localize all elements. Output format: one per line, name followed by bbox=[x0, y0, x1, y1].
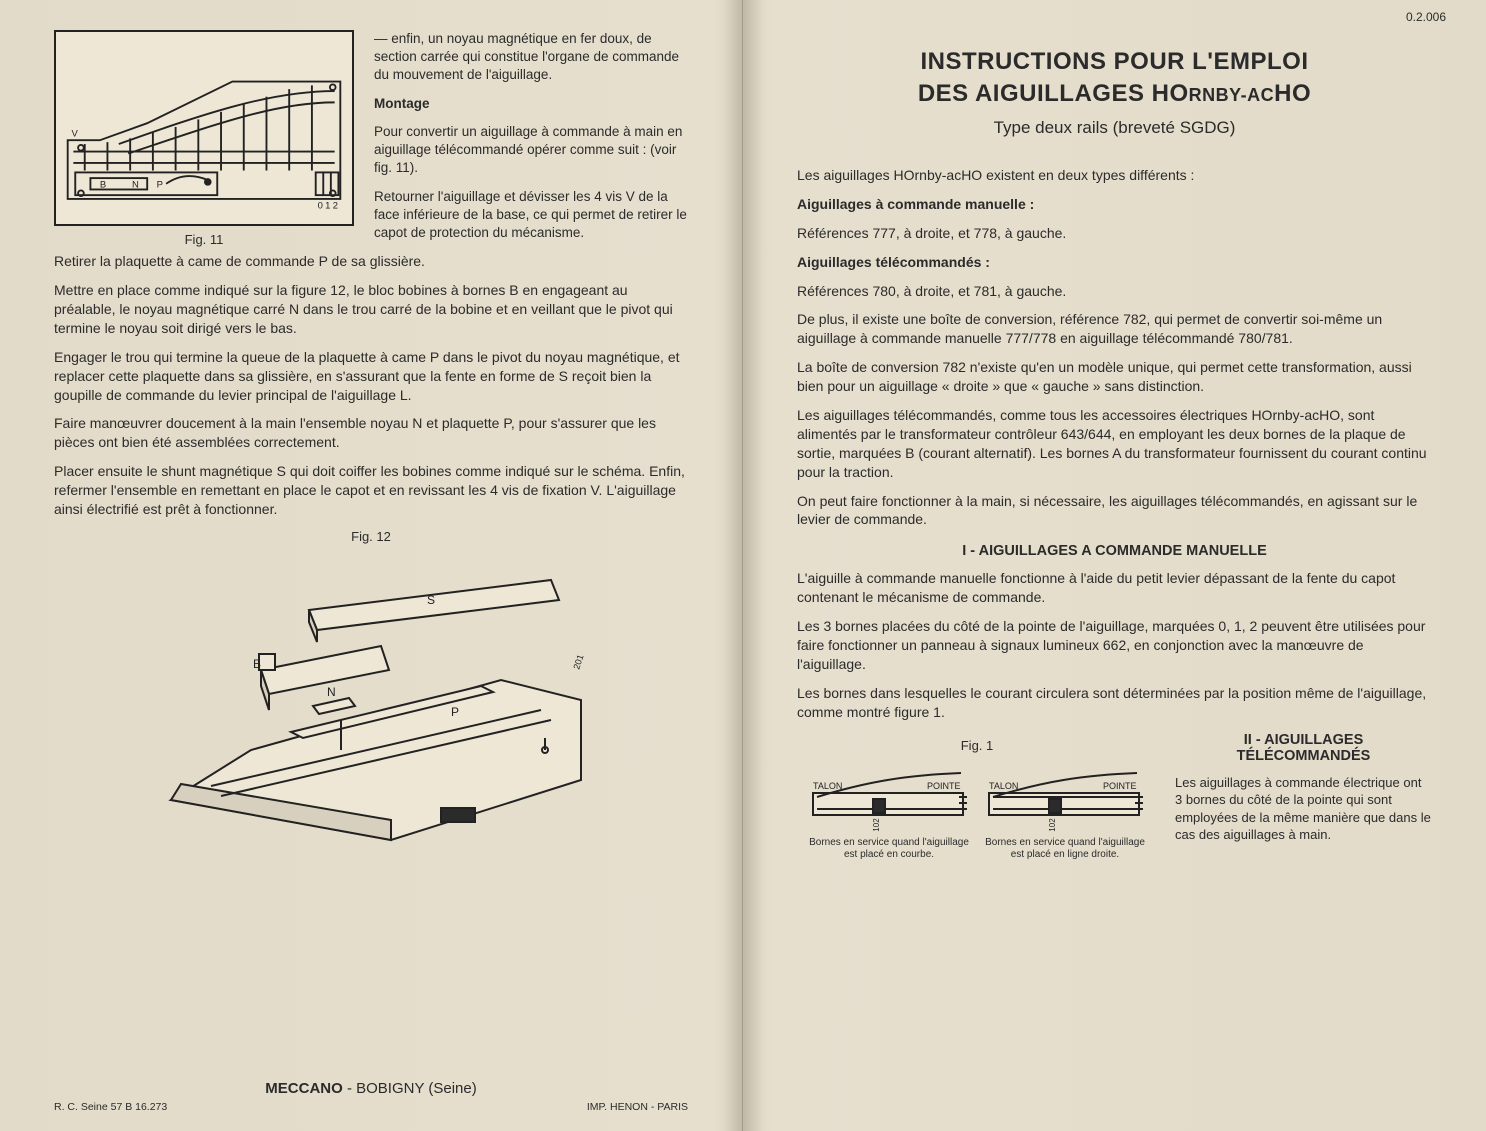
p-conv1: De plus, il existe une boîte de conversi… bbox=[797, 310, 1432, 348]
remote-heading: Aiguillages télécommandés : bbox=[797, 253, 1432, 272]
sect1-p1: L'aiguille à commande manuelle fonctionn… bbox=[797, 569, 1432, 607]
top-para: — enfin, un noyau magnétique en fer doux… bbox=[374, 30, 688, 85]
sect1-p3: Les bornes dans lesquelles le courant ci… bbox=[797, 684, 1432, 722]
fig12-label-B: B bbox=[253, 657, 261, 671]
fig11-label-0: 0 bbox=[318, 200, 323, 211]
title2-brand-small: RNBY-AC bbox=[1189, 85, 1275, 105]
fig11-label-P: P bbox=[157, 180, 163, 191]
fig11-label-2: 2 bbox=[333, 200, 338, 211]
p-manoeuvre: Faire manœuvrer doucement à la main l'en… bbox=[54, 414, 688, 452]
fig11-label-B: B bbox=[100, 180, 106, 191]
fig12-label-P: P bbox=[451, 705, 459, 719]
p-bloc: Mettre en place comme indiqué sur la fig… bbox=[54, 281, 688, 338]
manual-refs: Références 777, à droite, et 778, à gauc… bbox=[797, 224, 1432, 243]
instruction-leaflet: B N P 0 1 2 V Fig. 11 — enfin, un noyau … bbox=[0, 0, 1486, 1131]
imprint: MECCANO - BOBIGNY (Seine) R. C. Seine 57… bbox=[54, 1080, 688, 1113]
figure-12-svg: S N P B 201 bbox=[141, 550, 601, 850]
montage-heading: Montage bbox=[374, 95, 688, 113]
p-power: Les aiguillages télécommandés, comme tou… bbox=[797, 406, 1432, 482]
figure-1: TALON POINTE 102 Bornes en service quand… bbox=[797, 753, 1157, 861]
figure-1-column: Fig. 1 bbox=[797, 732, 1157, 861]
fig1b-talon: TALON bbox=[989, 781, 1018, 791]
page-right: 0.2.006 INSTRUCTIONS POUR L'EMPLOI DES A… bbox=[743, 0, 1486, 1131]
title-line-1: INSTRUCTIONS POUR L'EMPLOI bbox=[797, 48, 1432, 76]
figure-1-caption: Fig. 1 bbox=[797, 738, 1157, 753]
fig1b-caption: Bornes en service quand l'aiguillage est… bbox=[985, 837, 1145, 861]
figure-11-block: B N P 0 1 2 V Fig. 11 bbox=[54, 30, 354, 252]
title2-brand-big1: HO bbox=[1152, 80, 1189, 107]
fig12-label-201: 201 bbox=[571, 653, 585, 670]
imprint-brand: MECCANO bbox=[265, 1080, 343, 1097]
figure-11: B N P 0 1 2 V bbox=[54, 30, 354, 226]
title2-pre: DES AIGUILLAGES bbox=[918, 80, 1152, 107]
fig12-label-S: S bbox=[427, 593, 435, 607]
section-2-heading: II - AIGUILLAGES TÉLÉCOMMANDÉS bbox=[1175, 732, 1432, 764]
figure-11-svg: B N P 0 1 2 V bbox=[62, 38, 346, 218]
intro: Les aiguillages HOrnby-acHO existent en … bbox=[797, 166, 1432, 185]
montage-p2: Retourner l'aiguillage et dévisser les 4… bbox=[374, 188, 688, 243]
fig1a-102: 102 bbox=[872, 817, 881, 831]
title-line-2: DES AIGUILLAGES HORNBY-ACHO bbox=[797, 80, 1432, 108]
figure-1-row: Fig. 1 bbox=[797, 732, 1432, 861]
figure-12-caption: Fig. 12 bbox=[54, 529, 688, 544]
remote-refs: Références 780, à droite, et 781, à gauc… bbox=[797, 282, 1432, 301]
imprint-main: MECCANO - BOBIGNY (Seine) bbox=[54, 1080, 688, 1097]
imprint-left: R. C. Seine 57 B 16.273 bbox=[54, 1101, 167, 1113]
sect1-p2: Les 3 bornes placées du côté de la point… bbox=[797, 617, 1432, 674]
figure-12: S N P B 201 bbox=[141, 550, 601, 850]
section-1-heading: I - AIGUILLAGES A COMMANDE MANUELLE bbox=[797, 543, 1432, 559]
p-shunt: Placer ensuite le shunt magnétique S qui… bbox=[54, 462, 688, 519]
fig12-label-N: N bbox=[327, 685, 336, 699]
fig1a-caption: Bornes en service quand l'aiguillage est… bbox=[809, 837, 969, 861]
fig11-label-1: 1 bbox=[325, 200, 330, 211]
p-manual-override: On peut faire fonctionner à la main, si … bbox=[797, 492, 1432, 530]
imprint-right: IMP. HENON - PARIS bbox=[587, 1101, 688, 1113]
sect2-p: Les aiguillages à commande électrique on… bbox=[1175, 774, 1432, 844]
fig1a-pointe: POINTE bbox=[927, 781, 961, 791]
manual-heading: Aiguillages à commande manuelle : bbox=[797, 195, 1432, 214]
figure-11-caption: Fig. 11 bbox=[54, 232, 354, 247]
subtitle: Type deux rails (breveté SGDG) bbox=[797, 118, 1432, 138]
page-left: B N P 0 1 2 V Fig. 11 — enfin, un noyau … bbox=[0, 0, 743, 1131]
fig1a-talon: TALON bbox=[813, 781, 842, 791]
fig1-switch-curve: TALON POINTE 102 Bornes en service quand… bbox=[809, 753, 969, 861]
fig11-label-N: N bbox=[132, 180, 139, 191]
imprint-rest: - BOBIGNY (Seine) bbox=[343, 1080, 477, 1097]
p-engager: Engager le trou qui termine la queue de … bbox=[54, 348, 688, 405]
fig11-label-V: V bbox=[71, 128, 78, 139]
fig1b-pointe: POINTE bbox=[1103, 781, 1137, 791]
montage-p1: Pour convertir un aiguillage à commande … bbox=[374, 123, 688, 178]
p-retirer: Retirer la plaquette à came de commande … bbox=[54, 252, 688, 271]
fig1b-102: 102 bbox=[1048, 817, 1057, 831]
left-top-text: — enfin, un noyau magnétique en fer doux… bbox=[374, 30, 688, 252]
section-2-column: II - AIGUILLAGES TÉLÉCOMMANDÉS Les aigui… bbox=[1175, 732, 1432, 854]
title2-brand-big2: HO bbox=[1274, 80, 1311, 107]
left-top-row: B N P 0 1 2 V Fig. 11 — enfin, un noyau … bbox=[54, 30, 688, 252]
p-conv2: La boîte de conversion 782 n'existe qu'e… bbox=[797, 358, 1432, 396]
fig1-switch-straight: TALON POINTE 102 Bornes en service quand… bbox=[985, 753, 1145, 861]
document-reference: 0.2.006 bbox=[1406, 10, 1446, 24]
